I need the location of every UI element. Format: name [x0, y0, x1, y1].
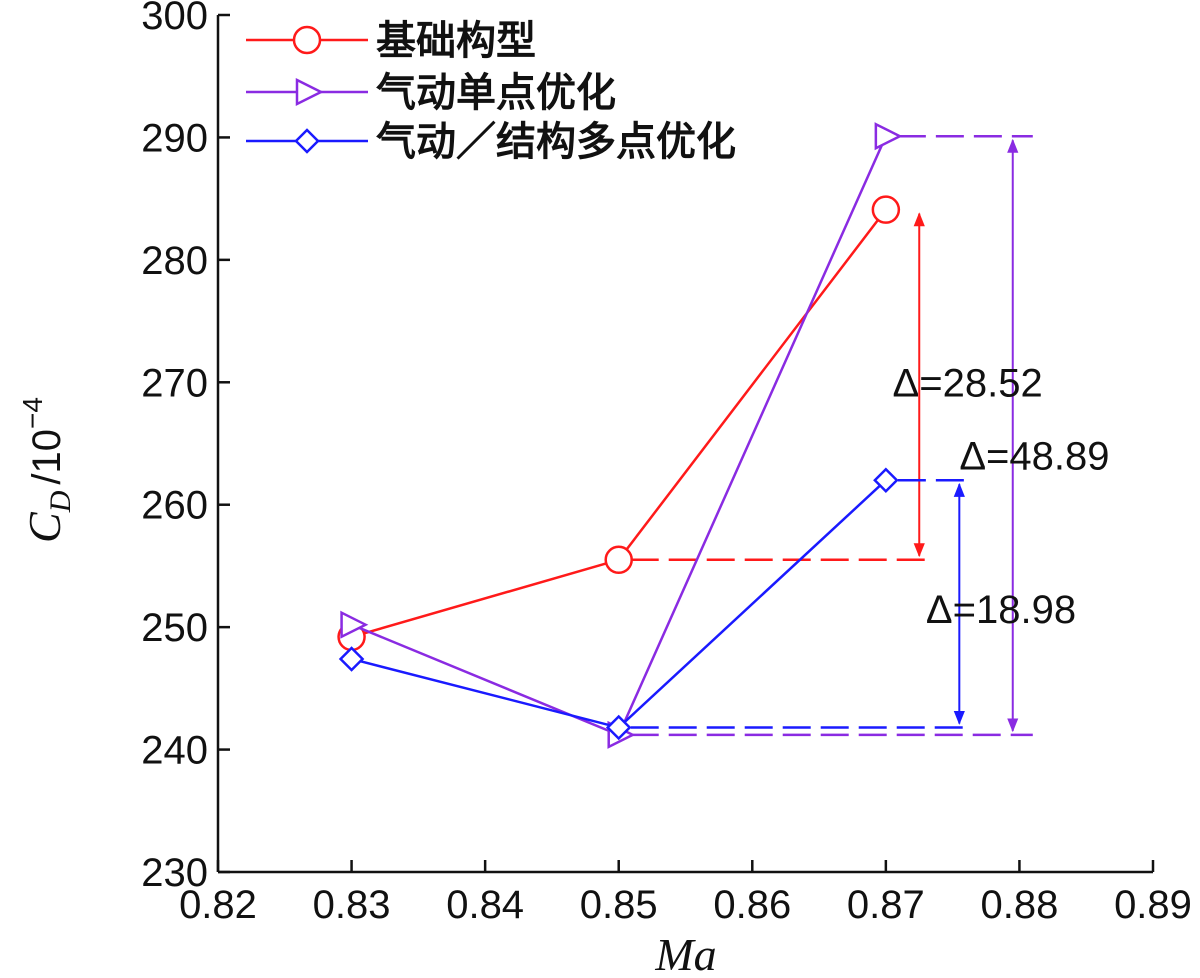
annotation-label: Δ=18.98	[926, 588, 1076, 632]
x-tick-label: 0.85	[580, 883, 658, 927]
y-tick-label: 260	[141, 484, 208, 528]
legend-label: 基础构型	[376, 18, 536, 64]
y-tick-label: 270	[141, 361, 208, 405]
y-tick-label: 280	[141, 239, 208, 283]
y-tick-label: 250	[141, 606, 208, 650]
series-line	[351, 135, 887, 737]
y-tick-label: 300	[141, 0, 208, 38]
annotation-lines	[630, 134, 1033, 737]
data-point	[340, 610, 369, 639]
svg-text:CD/10−4: CD/10−4	[17, 397, 77, 543]
series-1	[340, 122, 903, 749]
annotation-label: Δ=48.89	[959, 435, 1109, 479]
x-tick-label: 0.86	[713, 883, 791, 927]
legend-marker	[294, 128, 320, 154]
legend-label: 气动单点优化	[376, 70, 616, 116]
data-point	[338, 646, 365, 672]
y-axis-title-unit: /10	[25, 429, 69, 485]
legend-marker	[292, 25, 322, 55]
x-axis-title: Ma	[654, 929, 716, 978]
x-tick-label: 0.84	[446, 883, 524, 927]
data-point	[605, 714, 632, 741]
y-tick-label: 230	[141, 851, 208, 895]
x-tick-label: 0.88	[980, 883, 1058, 927]
y-tick-label: 290	[141, 116, 208, 160]
x-tick-label: 0.89	[1114, 883, 1192, 927]
x-tick-label: 0.82	[179, 883, 257, 927]
data-point	[604, 545, 633, 575]
data-point	[874, 122, 903, 151]
x-tick-label: 0.83	[313, 883, 391, 927]
y-axis-title: CD/10−4	[17, 397, 77, 543]
y-axis-title-exp: −4	[17, 397, 48, 429]
x-tick-label: 0.87	[847, 883, 925, 927]
annotation-label: Δ=28.52	[893, 361, 1043, 405]
data-point	[873, 467, 899, 493]
legend-marker	[295, 77, 324, 107]
y-axis-title-sub: D	[44, 490, 77, 513]
axes: 0.82 0.83 0.84 0.85 0.86 0.87 0.88 0.89 230 240 25…	[141, 0, 1192, 927]
legend-label: 气动／结构多点优化	[376, 119, 736, 165]
series-2	[338, 467, 899, 741]
y-tick-label: 240	[141, 729, 208, 773]
series-line	[351, 479, 887, 729]
annotation-labels: Δ=28.52 Δ=48.89 Δ=18.98	[893, 361, 1110, 631]
series-group	[337, 122, 903, 749]
series-0	[337, 195, 901, 652]
data-point	[871, 195, 901, 224]
y-axis-title-main: C	[19, 511, 70, 543]
